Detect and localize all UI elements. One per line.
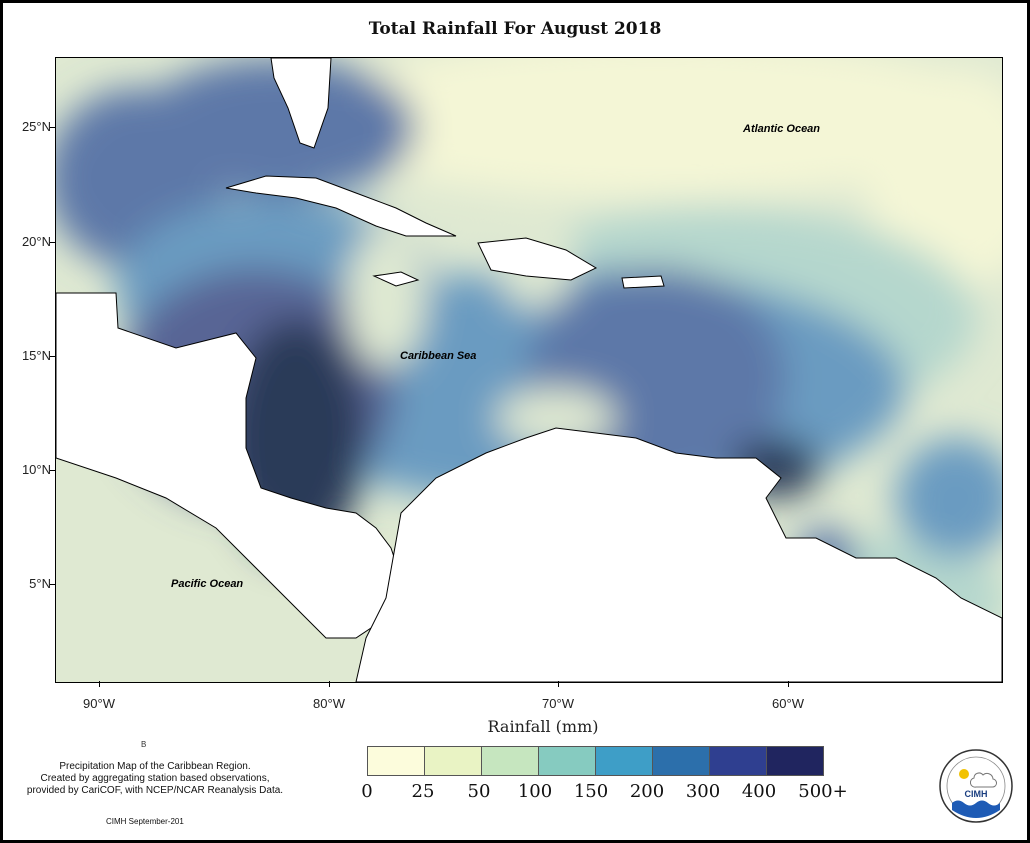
pacific-ocean-label: Pacific Ocean (171, 578, 244, 590)
legend-swatch (596, 747, 653, 775)
lat-tick-10n (50, 470, 56, 471)
map-title: Total Rainfall For August 2018 (368, 19, 662, 39)
central-america (56, 292, 402, 639)
atlantic-ocean-label: Atlantic Ocean (743, 123, 821, 135)
legend-label: 25 (411, 781, 435, 802)
atlantic-dry-zone (296, 58, 1002, 198)
lon-label-60w: 60°W (772, 696, 804, 711)
legend-swatch (482, 747, 539, 775)
lat-label-15n: 15°N (21, 348, 51, 363)
jamaica-island (372, 271, 420, 287)
legend-swatch (653, 747, 710, 775)
figure-marker: B (141, 740, 147, 749)
lon-label-80w: 80°W (313, 696, 345, 711)
sun-icon (959, 769, 969, 779)
lon-tick-90w (99, 681, 100, 687)
south-america (355, 427, 1002, 682)
lat-tick-5n (50, 584, 56, 585)
atlantic-dry-east (866, 68, 1002, 288)
lon-label-70w: 70°W (542, 696, 574, 711)
legend-label: 100 (517, 781, 553, 802)
cloud-icon (969, 772, 997, 788)
lat-tick-15n (50, 356, 56, 357)
legend-swatch (539, 747, 596, 775)
credit-text: CIMH September-201 (106, 817, 184, 826)
lat-label-25n: 25°N (21, 119, 51, 134)
puerto-rico-island (621, 275, 665, 289)
hispaniola-island (477, 237, 598, 281)
map-panel (55, 57, 1003, 683)
florida-peninsula (270, 58, 332, 149)
cimh-logo: CIMH (939, 749, 1013, 823)
east-atlantic-wet (896, 438, 1002, 558)
lon-tick-80w (329, 681, 330, 687)
description-line: provided by CariCOF, with NCEP/NCAR Rean… (26, 785, 284, 796)
legend-color-bar (367, 746, 824, 776)
lon-tick-70w (558, 681, 559, 687)
lat-tick-20n (50, 242, 56, 243)
legend-label: 500+ (798, 781, 848, 802)
legend-swatch (710, 747, 767, 775)
legend-title: Rainfall (mm) (487, 717, 599, 736)
lon-label-90w: 90°W (83, 696, 115, 711)
jamaica-dry-zone (346, 228, 426, 368)
legend-label: 50 (467, 781, 491, 802)
map-description: Precipitation Map of the Caribbean Regio… (13, 761, 297, 797)
description-line: Precipitation Map of the Caribbean Regio… (59, 761, 251, 772)
description-line: Created by aggregating station based obs… (40, 773, 270, 784)
legend-label: 200 (629, 781, 665, 802)
lat-label-5n: 5°N (29, 576, 51, 591)
legend-swatch (368, 747, 425, 775)
lat-tick-25n (50, 127, 56, 128)
caribbean-sea-label: Caribbean Sea (400, 350, 477, 362)
wave-icon (952, 800, 1000, 818)
cuba-island (225, 175, 457, 237)
lon-tick-60w (788, 681, 789, 687)
legend-label: 400 (741, 781, 777, 802)
legend-swatch (425, 747, 482, 775)
legend-label: 0 (361, 781, 373, 802)
lat-label-20n: 20°N (21, 234, 51, 249)
logo-text: CIMH (965, 789, 988, 799)
legend-label: 150 (573, 781, 609, 802)
lat-label-10n: 10°N (21, 462, 51, 477)
landmasses (56, 58, 1002, 682)
legend-swatch (767, 747, 823, 775)
legend-label: 300 (685, 781, 721, 802)
